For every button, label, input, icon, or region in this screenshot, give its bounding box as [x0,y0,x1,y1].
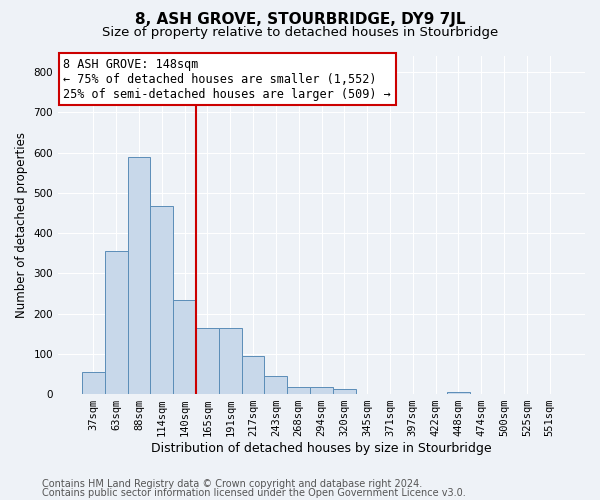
Y-axis label: Number of detached properties: Number of detached properties [15,132,28,318]
Text: Contains public sector information licensed under the Open Government Licence v3: Contains public sector information licen… [42,488,466,498]
Bar [151,206,173,394]
Bar [242,356,265,394]
Bar [196,328,219,394]
Text: 8, ASH GROVE, STOURBRIDGE, DY9 7JL: 8, ASH GROVE, STOURBRIDGE, DY9 7JL [135,12,465,27]
Text: Size of property relative to detached houses in Stourbridge: Size of property relative to detached ho… [102,26,498,39]
Bar [82,372,105,394]
Bar [105,251,128,394]
X-axis label: Distribution of detached houses by size in Stourbridge: Distribution of detached houses by size … [151,442,492,455]
Bar [287,387,310,394]
Bar [128,158,151,394]
Bar [173,300,196,394]
Bar [219,328,242,394]
Bar [333,390,356,394]
Bar [310,387,333,394]
Text: Contains HM Land Registry data © Crown copyright and database right 2024.: Contains HM Land Registry data © Crown c… [42,479,422,489]
Bar [265,376,287,394]
Text: 8 ASH GROVE: 148sqm
← 75% of detached houses are smaller (1,552)
25% of semi-det: 8 ASH GROVE: 148sqm ← 75% of detached ho… [64,58,391,100]
Bar [447,392,470,394]
